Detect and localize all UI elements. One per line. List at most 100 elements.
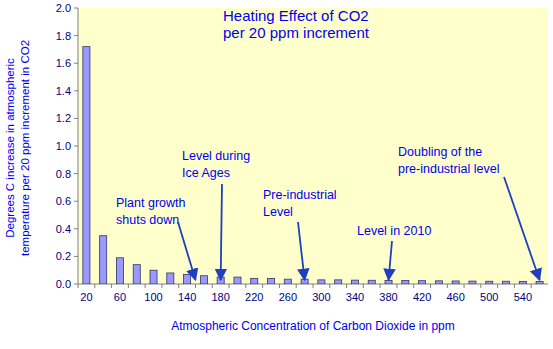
annotation-arrow [504, 177, 540, 280]
bar [503, 281, 510, 284]
bar [385, 280, 392, 284]
title: Heating Effect of CO2 [223, 7, 369, 24]
x-axis-title: Atmospheric Concentration of Carbon Diox… [171, 319, 454, 333]
x-tick [464, 284, 465, 288]
y-tick [74, 35, 78, 36]
x-tick [313, 284, 314, 288]
annotation-text: shuts down [116, 213, 179, 227]
x-tick-label: 60 [114, 291, 126, 303]
x-tick [178, 284, 179, 288]
y-axis-title: temperature per 20 ppm increment in CO2 [19, 40, 31, 256]
x-tick [363, 284, 364, 288]
y-tick [74, 63, 78, 64]
y-tick-label: 0.8 [56, 168, 71, 180]
y-tick-label: 0.2 [56, 250, 71, 262]
x-tick [94, 284, 95, 288]
x-tick [531, 284, 532, 288]
bar [351, 280, 358, 284]
plot-background [78, 8, 548, 284]
x-tick [195, 284, 196, 288]
bar [200, 276, 207, 284]
annotation-text: Level [263, 205, 293, 219]
x-tick [128, 284, 129, 288]
y-tick-label: 0.0 [56, 278, 71, 290]
x-tick-label: 380 [379, 291, 397, 303]
annotation-text: pre-industrial level [398, 162, 499, 176]
bar [402, 281, 409, 284]
bar [318, 280, 325, 284]
y-tick [74, 146, 78, 147]
annotation-text: Level in 2010 [357, 224, 431, 238]
annotation-arrow [178, 222, 196, 280]
y-tick-label: 2.0 [56, 2, 71, 14]
y-tick [74, 90, 78, 91]
y-tick [74, 284, 78, 285]
bar [167, 273, 174, 284]
bar [184, 274, 191, 284]
bar [368, 280, 375, 284]
bar [234, 277, 241, 284]
bar [83, 47, 90, 284]
bar [519, 281, 526, 284]
annotation-arrow [389, 241, 392, 280]
x-tick-label: 420 [413, 291, 431, 303]
annotation-text: Level during [182, 149, 250, 163]
title: per 20 ppm increment [223, 24, 370, 41]
x-tick [212, 284, 213, 288]
y-tick [74, 201, 78, 202]
x-tick [229, 284, 230, 288]
x-tick [245, 284, 246, 288]
x-tick-label: 140 [178, 291, 196, 303]
annotation-text: Doubling of the [398, 145, 482, 159]
x-tick-label: 540 [514, 291, 532, 303]
bar [150, 270, 157, 284]
x-tick [430, 284, 431, 288]
y-tick-label: 0.6 [56, 195, 71, 207]
x-tick-label: 300 [312, 291, 330, 303]
x-tick [497, 284, 498, 288]
annotation-arrow [298, 222, 305, 280]
x-tick [329, 284, 330, 288]
x-tick-label: 100 [144, 291, 162, 303]
x-tick-label: 220 [245, 291, 263, 303]
x-tick [296, 284, 297, 288]
bars [83, 47, 543, 284]
y-tick [74, 8, 78, 9]
annotation-arrow [221, 184, 222, 280]
y-tick [74, 256, 78, 257]
bar [133, 265, 140, 284]
bar [284, 279, 291, 284]
x-tick [111, 284, 112, 288]
x-tick [447, 284, 448, 288]
y-tick-label: 1.2 [56, 112, 71, 124]
bar [486, 281, 493, 284]
y-axis-title: Degrees C increase in atmospheric [4, 58, 16, 238]
x-tick-label: 460 [446, 291, 464, 303]
x-tick-label: 500 [480, 291, 498, 303]
x-tick [346, 284, 347, 288]
x-tick [480, 284, 481, 288]
y-tick [74, 228, 78, 229]
bar [452, 281, 459, 284]
x-tick [380, 284, 381, 288]
bar [100, 236, 107, 284]
x-tick [396, 284, 397, 288]
x-tick-label: 20 [80, 291, 92, 303]
y-tick [74, 118, 78, 119]
bar [251, 278, 258, 284]
x-tick [161, 284, 162, 288]
x-tick [262, 284, 263, 288]
bar [116, 258, 123, 284]
y-tick-label: 1.0 [56, 140, 71, 152]
x-tick-label: 340 [346, 291, 364, 303]
x-tick-label: 260 [279, 291, 297, 303]
x-tick [413, 284, 414, 288]
y-tick-label: 1.6 [56, 57, 71, 69]
y-tick-label: 1.4 [56, 85, 71, 97]
annotation-text: Pre-industrial [263, 188, 337, 202]
bar [419, 281, 426, 284]
y-tick [74, 173, 78, 174]
annotation-text: Plant growth [116, 196, 186, 210]
x-tick [78, 284, 79, 288]
y-tick-label: 0.4 [56, 223, 71, 235]
